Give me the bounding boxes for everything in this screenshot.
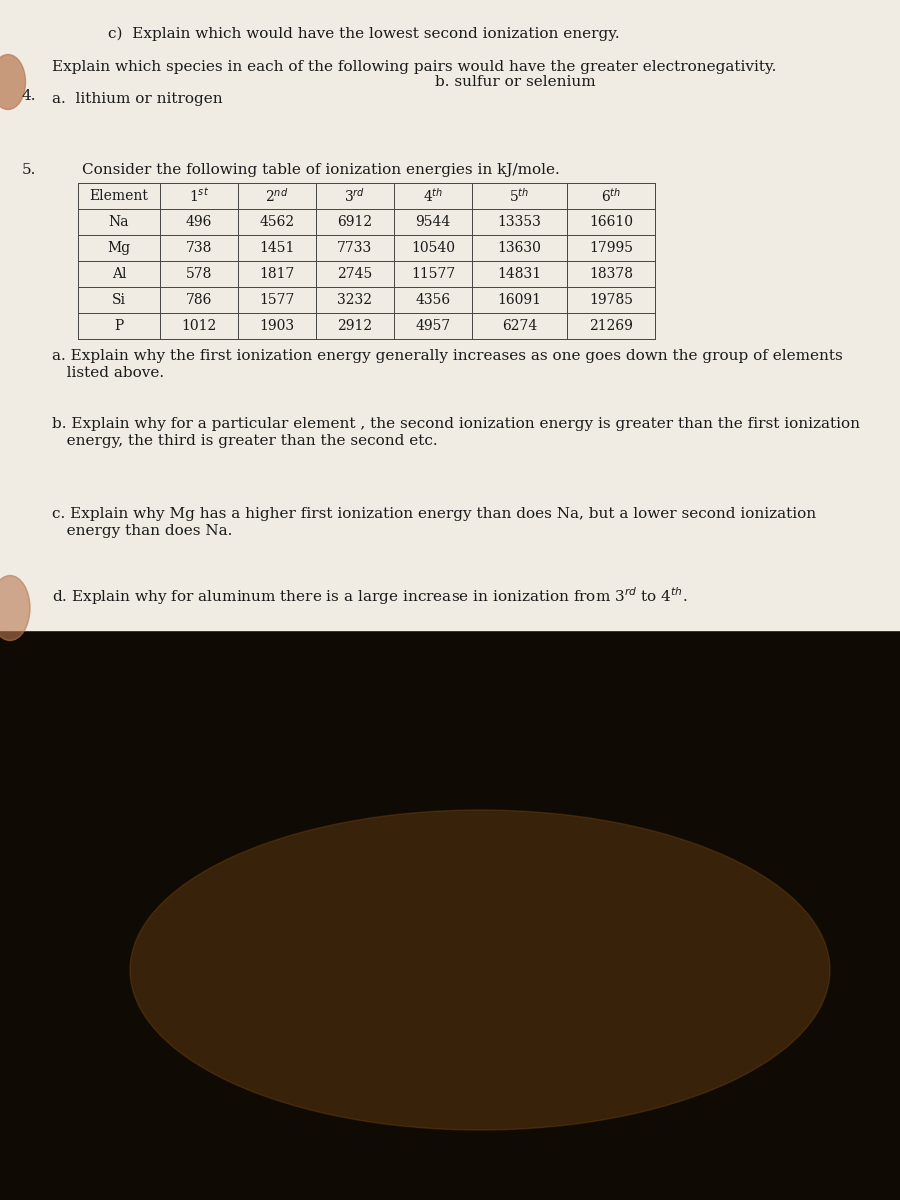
Text: 19785: 19785 xyxy=(589,293,633,307)
Text: P: P xyxy=(114,319,123,332)
Text: Al: Al xyxy=(112,266,126,281)
Text: 3232: 3232 xyxy=(338,293,373,307)
Text: 738: 738 xyxy=(185,241,212,254)
Text: Mg: Mg xyxy=(107,241,130,254)
Text: 7733: 7733 xyxy=(338,241,373,254)
Text: 13630: 13630 xyxy=(498,241,542,254)
Text: 496: 496 xyxy=(185,215,212,229)
Text: c. Explain why Mg has a higher first ionization energy than does Na, but a lower: c. Explain why Mg has a higher first ion… xyxy=(52,506,816,521)
Text: 5$^{th}$: 5$^{th}$ xyxy=(509,187,529,205)
Text: 2745: 2745 xyxy=(338,266,373,281)
Bar xyxy=(0,0,900,630)
Text: 4.: 4. xyxy=(22,89,37,103)
Text: b. Explain why for a particular element , the second ionization energy is greate: b. Explain why for a particular element … xyxy=(52,416,860,431)
Text: energy than does Na.: energy than does Na. xyxy=(52,524,232,538)
Text: 14831: 14831 xyxy=(498,266,542,281)
Text: 11577: 11577 xyxy=(411,266,455,281)
Ellipse shape xyxy=(130,810,830,1130)
Text: 1577: 1577 xyxy=(259,293,294,307)
Text: 18378: 18378 xyxy=(589,266,633,281)
Text: 4562: 4562 xyxy=(259,215,294,229)
Text: 6912: 6912 xyxy=(338,215,373,229)
Text: 4$^{th}$: 4$^{th}$ xyxy=(423,187,443,205)
Text: 1$^{st}$: 1$^{st}$ xyxy=(189,187,209,205)
Text: 786: 786 xyxy=(185,293,212,307)
Text: a.  lithium or nitrogen: a. lithium or nitrogen xyxy=(52,92,222,106)
Text: 5.: 5. xyxy=(22,163,36,176)
Text: listed above.: listed above. xyxy=(52,366,164,380)
Text: 10540: 10540 xyxy=(411,241,455,254)
Text: 16610: 16610 xyxy=(589,215,633,229)
Text: 1903: 1903 xyxy=(259,319,294,332)
Text: 6274: 6274 xyxy=(502,319,537,332)
Text: 2912: 2912 xyxy=(338,319,373,332)
Text: 3$^{rd}$: 3$^{rd}$ xyxy=(345,187,365,205)
Text: 6$^{th}$: 6$^{th}$ xyxy=(601,187,621,205)
Text: 578: 578 xyxy=(185,266,212,281)
Text: 13353: 13353 xyxy=(498,215,542,229)
Ellipse shape xyxy=(0,54,25,109)
Text: 21269: 21269 xyxy=(590,319,633,332)
Ellipse shape xyxy=(0,576,30,641)
Text: a. Explain why the first ionization energy generally increases as one goes down : a. Explain why the first ionization ener… xyxy=(52,349,842,362)
Text: 16091: 16091 xyxy=(498,293,542,307)
Text: Consider the following table of ionization energies in kJ/mole.: Consider the following table of ionizati… xyxy=(82,163,560,176)
Text: 4957: 4957 xyxy=(416,319,451,332)
Text: 17995: 17995 xyxy=(589,241,633,254)
Text: b. sulfur or selenium: b. sulfur or selenium xyxy=(435,74,596,89)
Text: 2$^{nd}$: 2$^{nd}$ xyxy=(266,187,289,205)
Text: Na: Na xyxy=(109,215,130,229)
Text: 1012: 1012 xyxy=(182,319,217,332)
Text: 1817: 1817 xyxy=(259,266,294,281)
Text: Element: Element xyxy=(90,188,148,203)
Text: c)  Explain which would have the lowest second ionization energy.: c) Explain which would have the lowest s… xyxy=(108,26,619,41)
Text: Explain which species in each of the following pairs would have the greater elec: Explain which species in each of the fol… xyxy=(52,60,777,74)
Text: 4356: 4356 xyxy=(416,293,451,307)
Text: 1451: 1451 xyxy=(259,241,294,254)
Text: 9544: 9544 xyxy=(416,215,451,229)
Text: energy, the third is greater than the second etc.: energy, the third is greater than the se… xyxy=(52,434,437,448)
Text: Si: Si xyxy=(112,293,126,307)
Text: d. Explain why for aluminum there is a large increase in ionization from 3$^{rd}: d. Explain why for aluminum there is a l… xyxy=(52,584,688,607)
